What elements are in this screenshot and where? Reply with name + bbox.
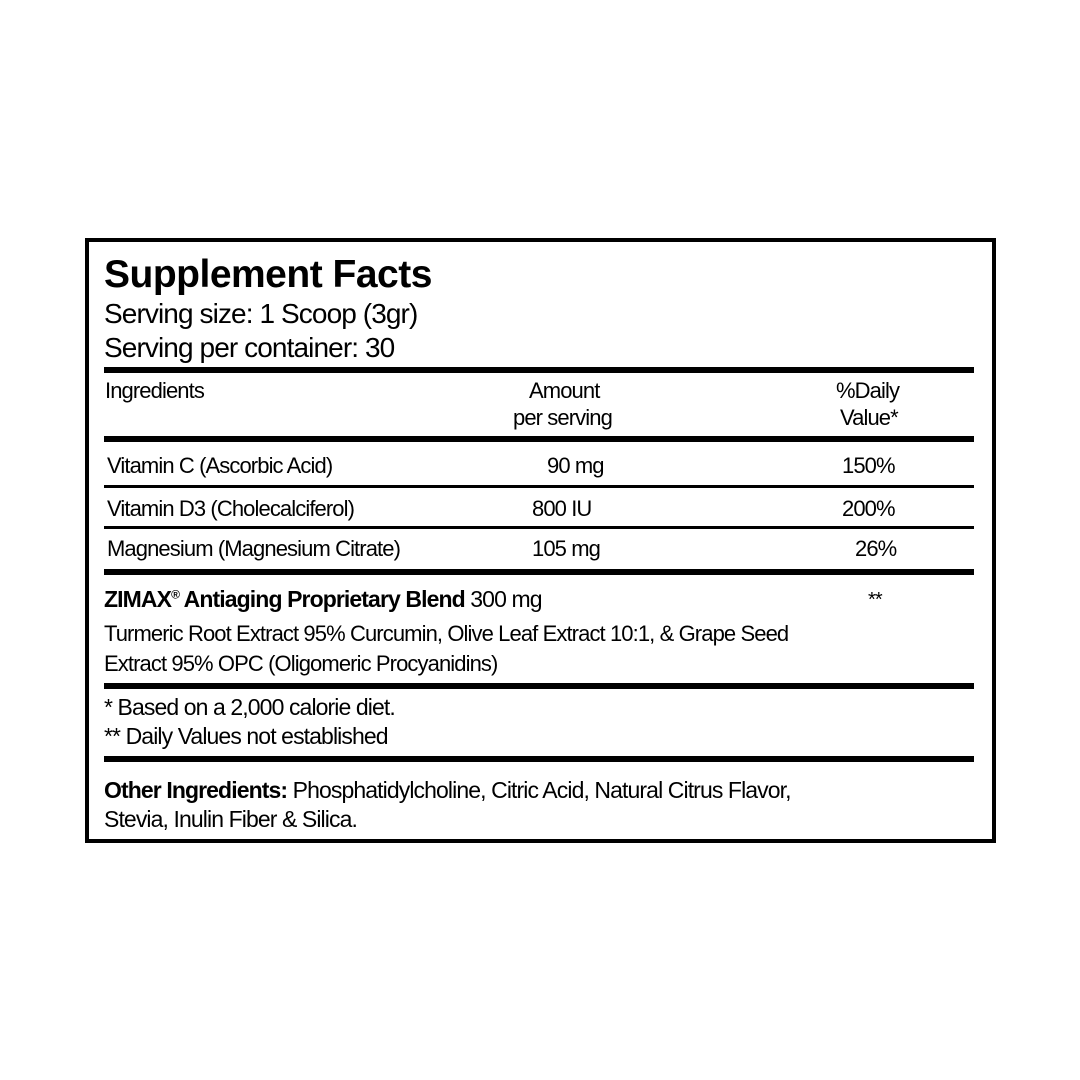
row-amount: 90 mg — [547, 453, 605, 478]
row-name: Vitamin C (Ascorbic Acid) — [107, 453, 333, 478]
panel-title: Supplement Facts — [104, 253, 432, 296]
header-amount-line1: Amount — [529, 378, 600, 403]
divider-thin — [104, 526, 974, 529]
row-daily-value: 150% — [842, 453, 896, 478]
divider-thick — [104, 367, 974, 373]
divider-thick — [104, 436, 974, 442]
row-amount: 105 mg — [532, 536, 601, 561]
row-name: Vitamin D3 (Cholecalciferol) — [107, 496, 355, 521]
blend-brand: ZIMAX — [104, 586, 172, 612]
divider-thick — [104, 756, 974, 762]
serving-size: Serving size: 1 Scoop (3gr) — [104, 298, 418, 329]
header-daily-value-line2: Value* — [840, 405, 899, 430]
blend-ingredients-line2: Extract 95% OPC (Oligomeric Procyanidins… — [104, 651, 498, 676]
servings-per-container: Serving per container: 30 — [104, 332, 395, 363]
row-name: Magnesium (Magnesium Citrate) — [107, 536, 401, 561]
footnote: * Based on a 2,000 calorie diet. — [104, 694, 396, 720]
footnote: ** Daily Values not established — [104, 723, 389, 749]
blend-name: Antiaging Proprietary Blend — [179, 586, 466, 612]
other-ingredients-text: Phosphatidylcholine, Citric Acid, Natura… — [287, 777, 792, 803]
blend-daily-value: ** — [868, 589, 883, 611]
row-daily-value: 200% — [842, 496, 896, 521]
divider-thick — [104, 683, 974, 689]
row-daily-value: 26% — [855, 536, 897, 561]
registered-mark: ® — [171, 587, 180, 602]
header-daily-value-line1: %Daily — [836, 378, 900, 403]
blend-amount: 300 mg — [470, 586, 542, 612]
blend-heading: ZIMAX® Antiaging Proprietary Blend 300 m… — [104, 586, 543, 612]
other-ingredients-label: Other Ingredients: — [104, 777, 288, 803]
header-ingredients: Ingredients — [105, 378, 205, 403]
other-ingredients-line1: Other Ingredients: Phosphatidylcholine, … — [104, 777, 792, 803]
supplement-facts-panel — [85, 238, 996, 843]
divider-thick — [104, 569, 974, 575]
other-ingredients-line2: Stevia, Inulin Fiber & Silica. — [104, 806, 358, 832]
blend-ingredients-line1: Turmeric Root Extract 95% Curcumin, Oliv… — [104, 621, 789, 646]
header-amount-line2: per serving — [513, 405, 613, 430]
row-amount: 800 IU — [532, 496, 592, 521]
divider-thin — [104, 485, 974, 488]
